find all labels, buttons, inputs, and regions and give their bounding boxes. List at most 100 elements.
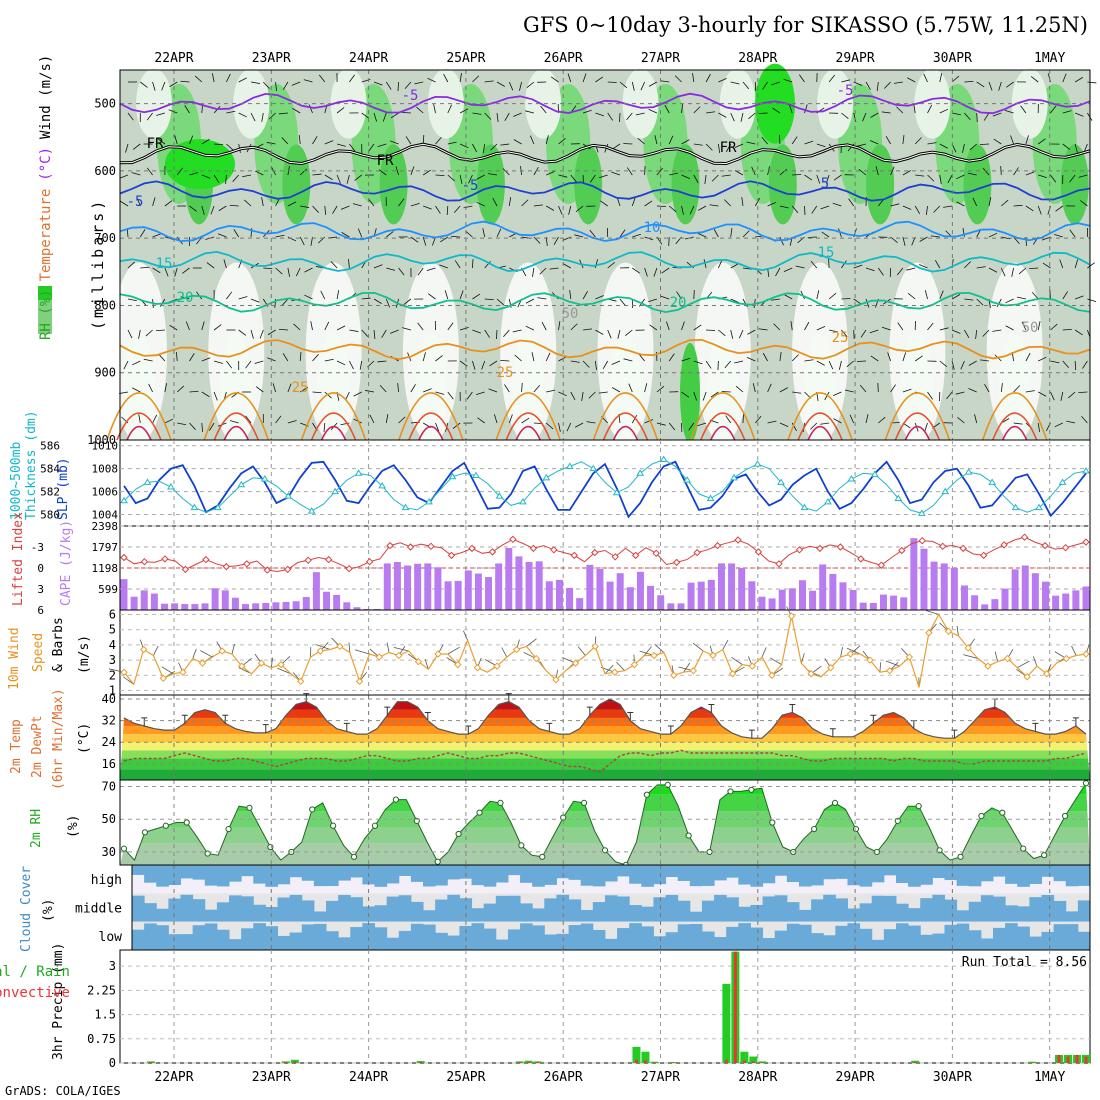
data-point-marker: [611, 553, 619, 561]
freezing-line-center: [119, 143, 1091, 165]
wind-barb: [648, 298, 658, 303]
rh-legend-swatch: [38, 300, 52, 334]
wind-barb: [182, 267, 190, 274]
cloud-cover-bar: [1041, 895, 1055, 922]
wind-barb: [444, 290, 449, 300]
wind-barb: [357, 228, 363, 238]
cloud-cover-bar: [604, 895, 618, 922]
wind-barb: [927, 104, 933, 114]
wind-barb: [546, 171, 555, 176]
minmax-whisker: [141, 717, 148, 727]
wind-barb: [771, 81, 781, 86]
wind-barb: [521, 199, 529, 207]
data-point-marker: [120, 845, 128, 852]
cape-tick-label: 599: [98, 583, 118, 596]
data-point-marker: [198, 659, 207, 667]
wind-barb: [439, 264, 448, 269]
wind-barb: [1071, 645, 1077, 656]
contour-label: 20: [177, 290, 194, 306]
wind-barb: [225, 174, 227, 185]
wind-barb: [131, 172, 141, 176]
wind-barb: [369, 414, 375, 424]
wind-barb: [422, 169, 431, 176]
wind-barb: [435, 174, 445, 177]
data-point-marker: [395, 651, 403, 660]
cloud-cover-bar: [762, 938, 776, 950]
cape-bar: [464, 570, 472, 610]
wind-barb: [1032, 656, 1038, 667]
wind-barb: [976, 266, 986, 269]
data-point-marker: [552, 676, 560, 684]
wind-barb: [472, 143, 477, 153]
wind-barb: [681, 391, 690, 398]
wind-barb: [562, 236, 571, 241]
cape-bar: [778, 589, 786, 610]
wind-barb: [157, 138, 166, 145]
wind-barb: [1081, 415, 1088, 424]
wind-barb: [669, 172, 679, 176]
temperature-contour: [119, 250, 1091, 273]
wind-barb: [447, 104, 452, 114]
wind-barb: [1005, 325, 1014, 331]
date-label-bottom: 22APR: [154, 1070, 193, 1085]
cloud-cover-bar: [374, 865, 388, 887]
cape-bar: [1001, 588, 1009, 610]
wind-barb: [619, 229, 626, 238]
temperature-contour: [223, 425, 250, 441]
wind-barb: [435, 391, 445, 395]
wind-barb: [779, 422, 789, 428]
convective-bar: [724, 1059, 728, 1063]
cape-bar: [839, 582, 847, 610]
cape-bar: [242, 604, 250, 610]
cloud-cover-bar: [871, 895, 885, 922]
wind-barb: [640, 81, 645, 91]
wind-barb: [885, 660, 900, 667]
cloud-cover-bar: [350, 897, 363, 922]
date-label-top: 29APR: [836, 51, 875, 66]
wind-barb: [373, 112, 378, 122]
wind-barb: [841, 329, 848, 338]
wind-barb: [705, 360, 712, 369]
temperature-contour: [203, 392, 270, 441]
cloud-cover-bar: [895, 865, 909, 884]
wind-barb: [194, 75, 203, 83]
precip-bar: [632, 1046, 641, 1063]
wind-barb: [804, 104, 808, 114]
wind-barb: [993, 138, 1002, 145]
data-point-marker: [709, 651, 717, 660]
wind-barb: [693, 174, 699, 184]
data-point-marker: [509, 535, 517, 544]
wind-barb: [1037, 321, 1041, 331]
cloud-cover-bar: [823, 894, 836, 922]
wind-barb: [310, 321, 313, 331]
cloud-cover-bar: [447, 894, 460, 922]
wind-barb: [820, 422, 830, 425]
wind-barb: [127, 298, 137, 302]
temperature-contour: [116, 412, 162, 441]
wind-barb: [939, 327, 949, 331]
wind-barb: [730, 81, 740, 85]
cape-bar: [768, 598, 776, 610]
wind-barb: [722, 639, 729, 650]
wind-barb: [422, 236, 427, 246]
cloud-cover-bar: [968, 930, 982, 950]
wind-barb: [465, 230, 473, 238]
wind-barb: [718, 77, 727, 83]
precip-bar: [641, 1051, 650, 1063]
wind-barb: [566, 422, 572, 432]
wind-barb: [201, 138, 210, 145]
wind-barb: [1018, 267, 1027, 275]
data-point-marker: [141, 829, 149, 836]
wind-barb: [245, 360, 252, 369]
wind-barb: [531, 352, 535, 362]
wind-barb: [385, 81, 392, 90]
dry-area: [525, 68, 562, 139]
cloud-cover-bar: [144, 923, 157, 950]
wind-barb: [927, 174, 935, 182]
wind-barb: [692, 642, 704, 652]
data-point-marker: [748, 662, 756, 670]
wind-barb: [1062, 360, 1070, 369]
contour-label: 15: [818, 245, 835, 261]
wind-barb: [927, 391, 933, 400]
wind-barb: [890, 166, 895, 176]
